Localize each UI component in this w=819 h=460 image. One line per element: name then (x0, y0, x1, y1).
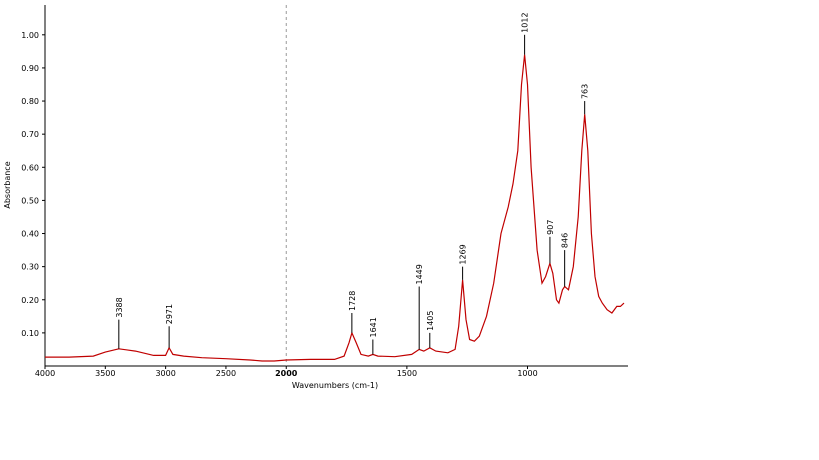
y-tick-label: 0.40 (21, 230, 39, 239)
peak-label: 1641 (369, 317, 378, 337)
y-tick-label: 0.70 (21, 130, 39, 139)
peak-label: 2971 (165, 304, 174, 324)
y-tick-label: 0.20 (21, 296, 39, 305)
peak-label: 1405 (426, 311, 435, 331)
peak-label: 907 (546, 220, 555, 235)
y-axis-label: Absorbance (3, 161, 12, 208)
x-tick-label: 1500 (397, 369, 417, 378)
y-tick-label: 1.00 (21, 31, 39, 40)
x-tick-label: 2500 (216, 369, 236, 378)
x-tick-label: 2000 (275, 369, 298, 378)
x-tick-label: 4000 (35, 369, 55, 378)
peak-label: 1728 (348, 291, 357, 311)
y-tick-label: 0.80 (21, 97, 39, 106)
x-tick-label: 3500 (95, 369, 115, 378)
y-tick-label: 0.60 (21, 163, 39, 172)
peak-label: 3388 (115, 297, 124, 317)
peak-label: 1012 (521, 12, 530, 32)
peak-label: 1269 (459, 244, 468, 264)
x-tick-label: 3000 (155, 369, 175, 378)
y-tick-label: 0.30 (21, 263, 39, 272)
spectrum-line (45, 54, 625, 362)
x-tick-label: 1000 (517, 369, 537, 378)
peak-label: 763 (581, 84, 590, 99)
peak-label: 846 (561, 233, 570, 248)
y-tick-label: 0.10 (21, 329, 39, 338)
y-tick-label: 0.50 (21, 196, 39, 205)
y-tick-label: 0.90 (21, 64, 39, 73)
peak-label: 1449 (415, 264, 424, 284)
x-axis-label: Wavenumbers (cm-1) (292, 381, 378, 390)
